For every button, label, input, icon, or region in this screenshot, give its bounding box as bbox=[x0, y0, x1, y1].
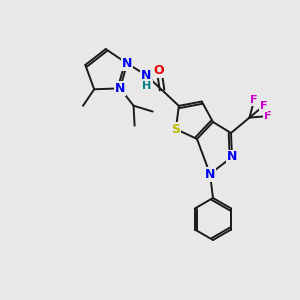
Text: N: N bbox=[227, 151, 237, 164]
Text: H: H bbox=[142, 81, 152, 91]
Text: N: N bbox=[122, 57, 132, 70]
Text: F: F bbox=[264, 111, 271, 121]
Text: S: S bbox=[171, 122, 180, 136]
Text: O: O bbox=[154, 64, 164, 76]
Text: N: N bbox=[115, 82, 125, 95]
Text: F: F bbox=[250, 95, 258, 105]
Text: N: N bbox=[141, 68, 151, 82]
Text: F: F bbox=[260, 101, 267, 111]
Text: N: N bbox=[205, 167, 215, 181]
